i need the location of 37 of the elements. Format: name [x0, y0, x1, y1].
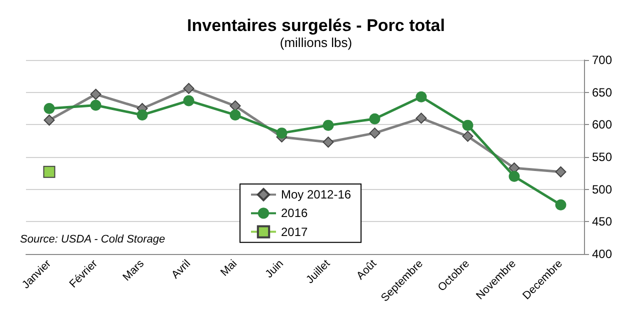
point	[136, 109, 148, 120]
chart-subtitle: (millions lbs)	[280, 35, 352, 50]
point	[508, 170, 520, 182]
point	[555, 199, 566, 210]
y-tick-label: 450	[592, 214, 612, 229]
point	[90, 100, 102, 111]
legend-label: Moy 2012-16	[281, 188, 352, 202]
point	[322, 136, 334, 148]
point	[44, 114, 55, 126]
point	[44, 103, 55, 114]
point	[369, 113, 380, 124]
x-tick-label: Mai	[218, 258, 240, 279]
annotation: Source: USDA - Cold Storage	[20, 234, 166, 246]
y-tick-label: 650	[592, 85, 612, 100]
chart-title: Inventaires surgelés - Porc total	[187, 16, 445, 35]
point	[183, 95, 194, 106]
y-tick-label: 600	[592, 118, 612, 132]
point	[555, 166, 566, 178]
y-tick-label: 400	[592, 247, 612, 261]
y-tick-label: 500	[592, 182, 612, 196]
point	[230, 109, 241, 120]
point	[230, 100, 241, 112]
y-tick-label: 550	[592, 150, 612, 164]
point	[369, 128, 380, 139]
x-tick-label: Juin	[263, 258, 286, 280]
legend-label: 2017	[281, 224, 308, 239]
point	[462, 120, 474, 131]
legend-label: 2016	[281, 206, 308, 220]
point	[462, 130, 474, 142]
point	[416, 112, 427, 124]
point	[322, 120, 334, 131]
point	[276, 128, 288, 139]
point	[183, 82, 194, 94]
point	[43, 166, 56, 178]
point	[90, 88, 102, 100]
point	[416, 91, 427, 102]
y-tick-label: 700	[592, 53, 612, 67]
